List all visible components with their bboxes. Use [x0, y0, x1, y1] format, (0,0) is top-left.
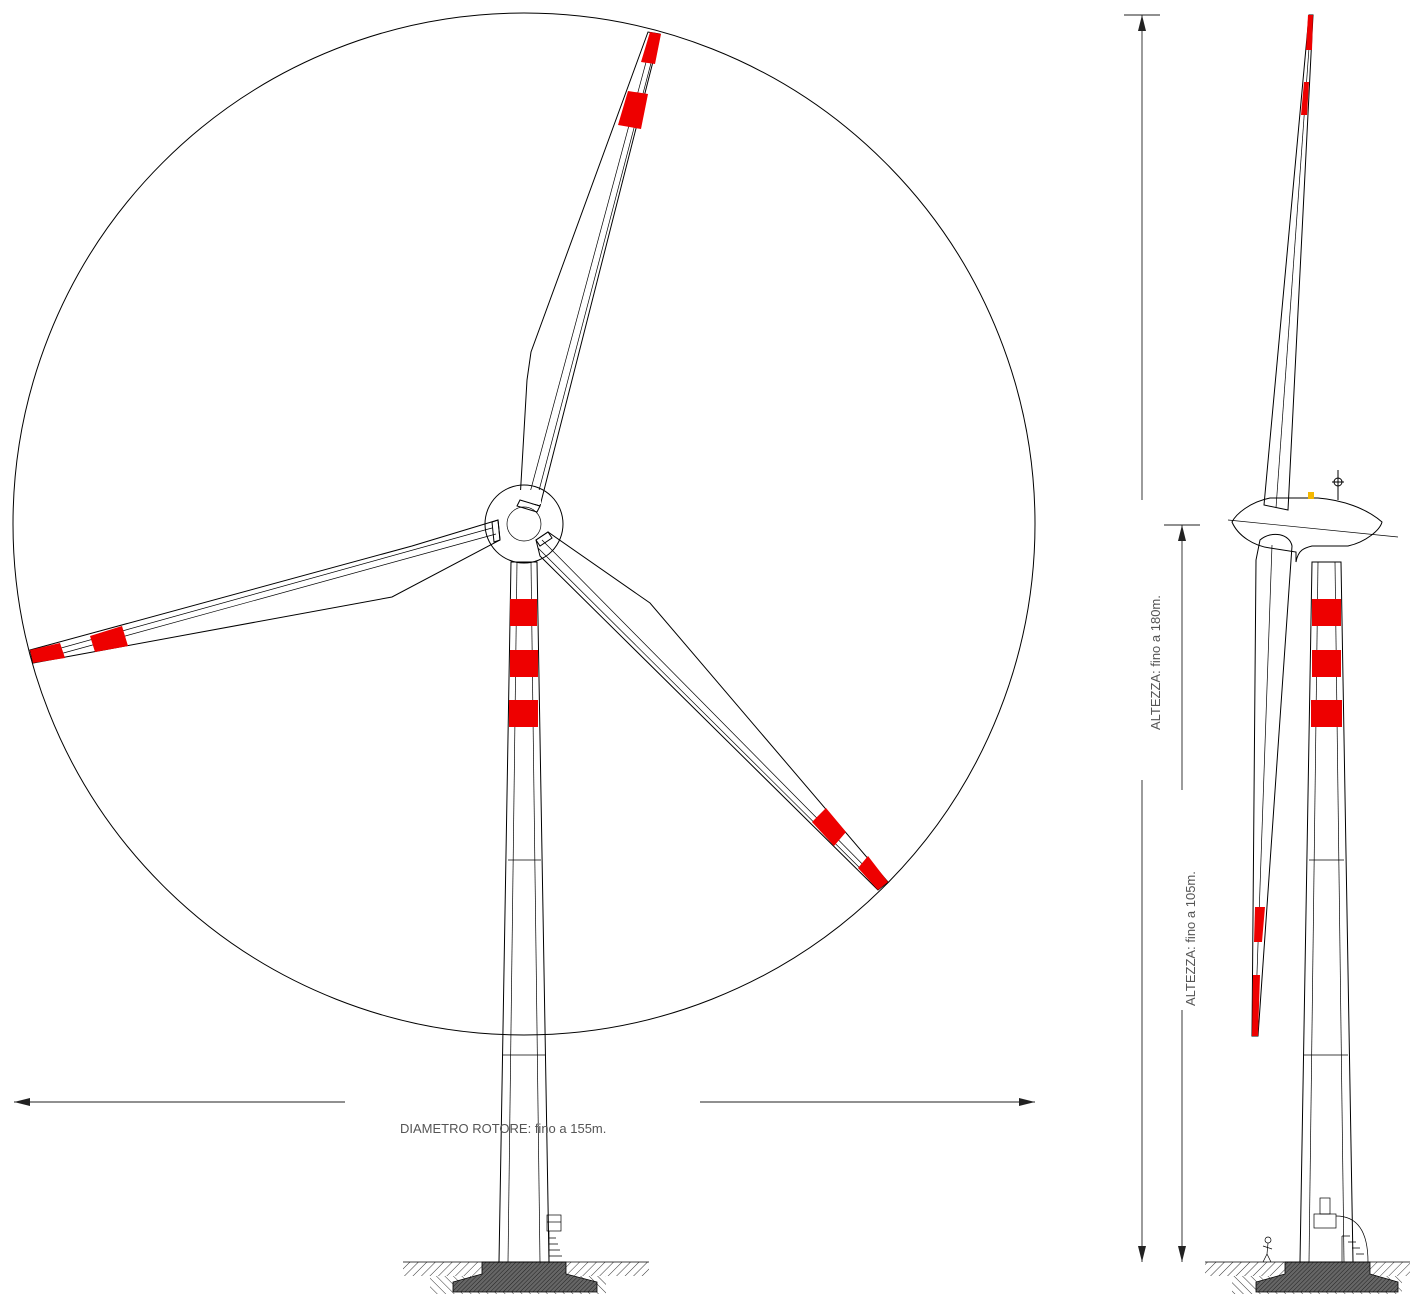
nacelle [1227, 470, 1399, 563]
aviation-light-icon [1308, 492, 1314, 499]
tower-marking-band [1312, 599, 1341, 626]
side-blade-down [1251, 533, 1293, 1037]
tip-height-label: ALTEZZA: fino a 180m. [1148, 595, 1163, 730]
front-foundation [403, 1261, 649, 1294]
blade-marking [90, 626, 128, 652]
side-blade-up [1263, 14, 1314, 511]
front-tower [498, 561, 562, 1263]
blade-marking [641, 32, 661, 64]
side-tower [1299, 561, 1369, 1263]
tower-marking-band [1312, 650, 1341, 677]
tower-door-icon [1313, 1197, 1369, 1263]
tower-door-icon [546, 1214, 562, 1262]
blade-marking [1301, 82, 1309, 115]
tower-marking-band [509, 700, 538, 727]
blade-up [519, 31, 661, 507]
blade-marking [1306, 15, 1313, 50]
blade-marking [858, 856, 888, 890]
tower-marking-band [510, 599, 537, 626]
anemometer-icon [1332, 470, 1344, 500]
blade-marking [1252, 975, 1260, 1036]
side-view: ALTEZZA: fino a 180m. ALTEZZA: fino a 10… [1124, 14, 1410, 1294]
person-figure-icon [1262, 1236, 1273, 1263]
rotor-diameter-dimension: DIAMETRO ROTORE: fino a 155m. [14, 1098, 1035, 1136]
tower-marking-band [510, 650, 538, 677]
blade-marking [812, 808, 846, 846]
hub-height-label: ALTEZZA: fino a 105m. [1183, 871, 1198, 1006]
blade-marking [1254, 907, 1265, 942]
blade-marking [30, 643, 65, 663]
blade-right [535, 531, 889, 891]
tip-height-dimension: ALTEZZA: fino a 180m. [1124, 14, 1163, 1262]
hub [484, 484, 564, 564]
rotor-swept-area [12, 12, 1036, 1036]
tower-marking-band [1311, 700, 1342, 727]
blade-left [29, 519, 501, 664]
hub-height-dimension: ALTEZZA: fino a 105m. [1164, 524, 1200, 1262]
rotor-diameter-label: DIAMETRO ROTORE: fino a 155m. [400, 1121, 606, 1136]
side-foundation [1205, 1261, 1410, 1294]
blade-marking [618, 91, 648, 129]
front-view: DIAMETRO ROTORE: fino a 155m. [12, 12, 1036, 1294]
